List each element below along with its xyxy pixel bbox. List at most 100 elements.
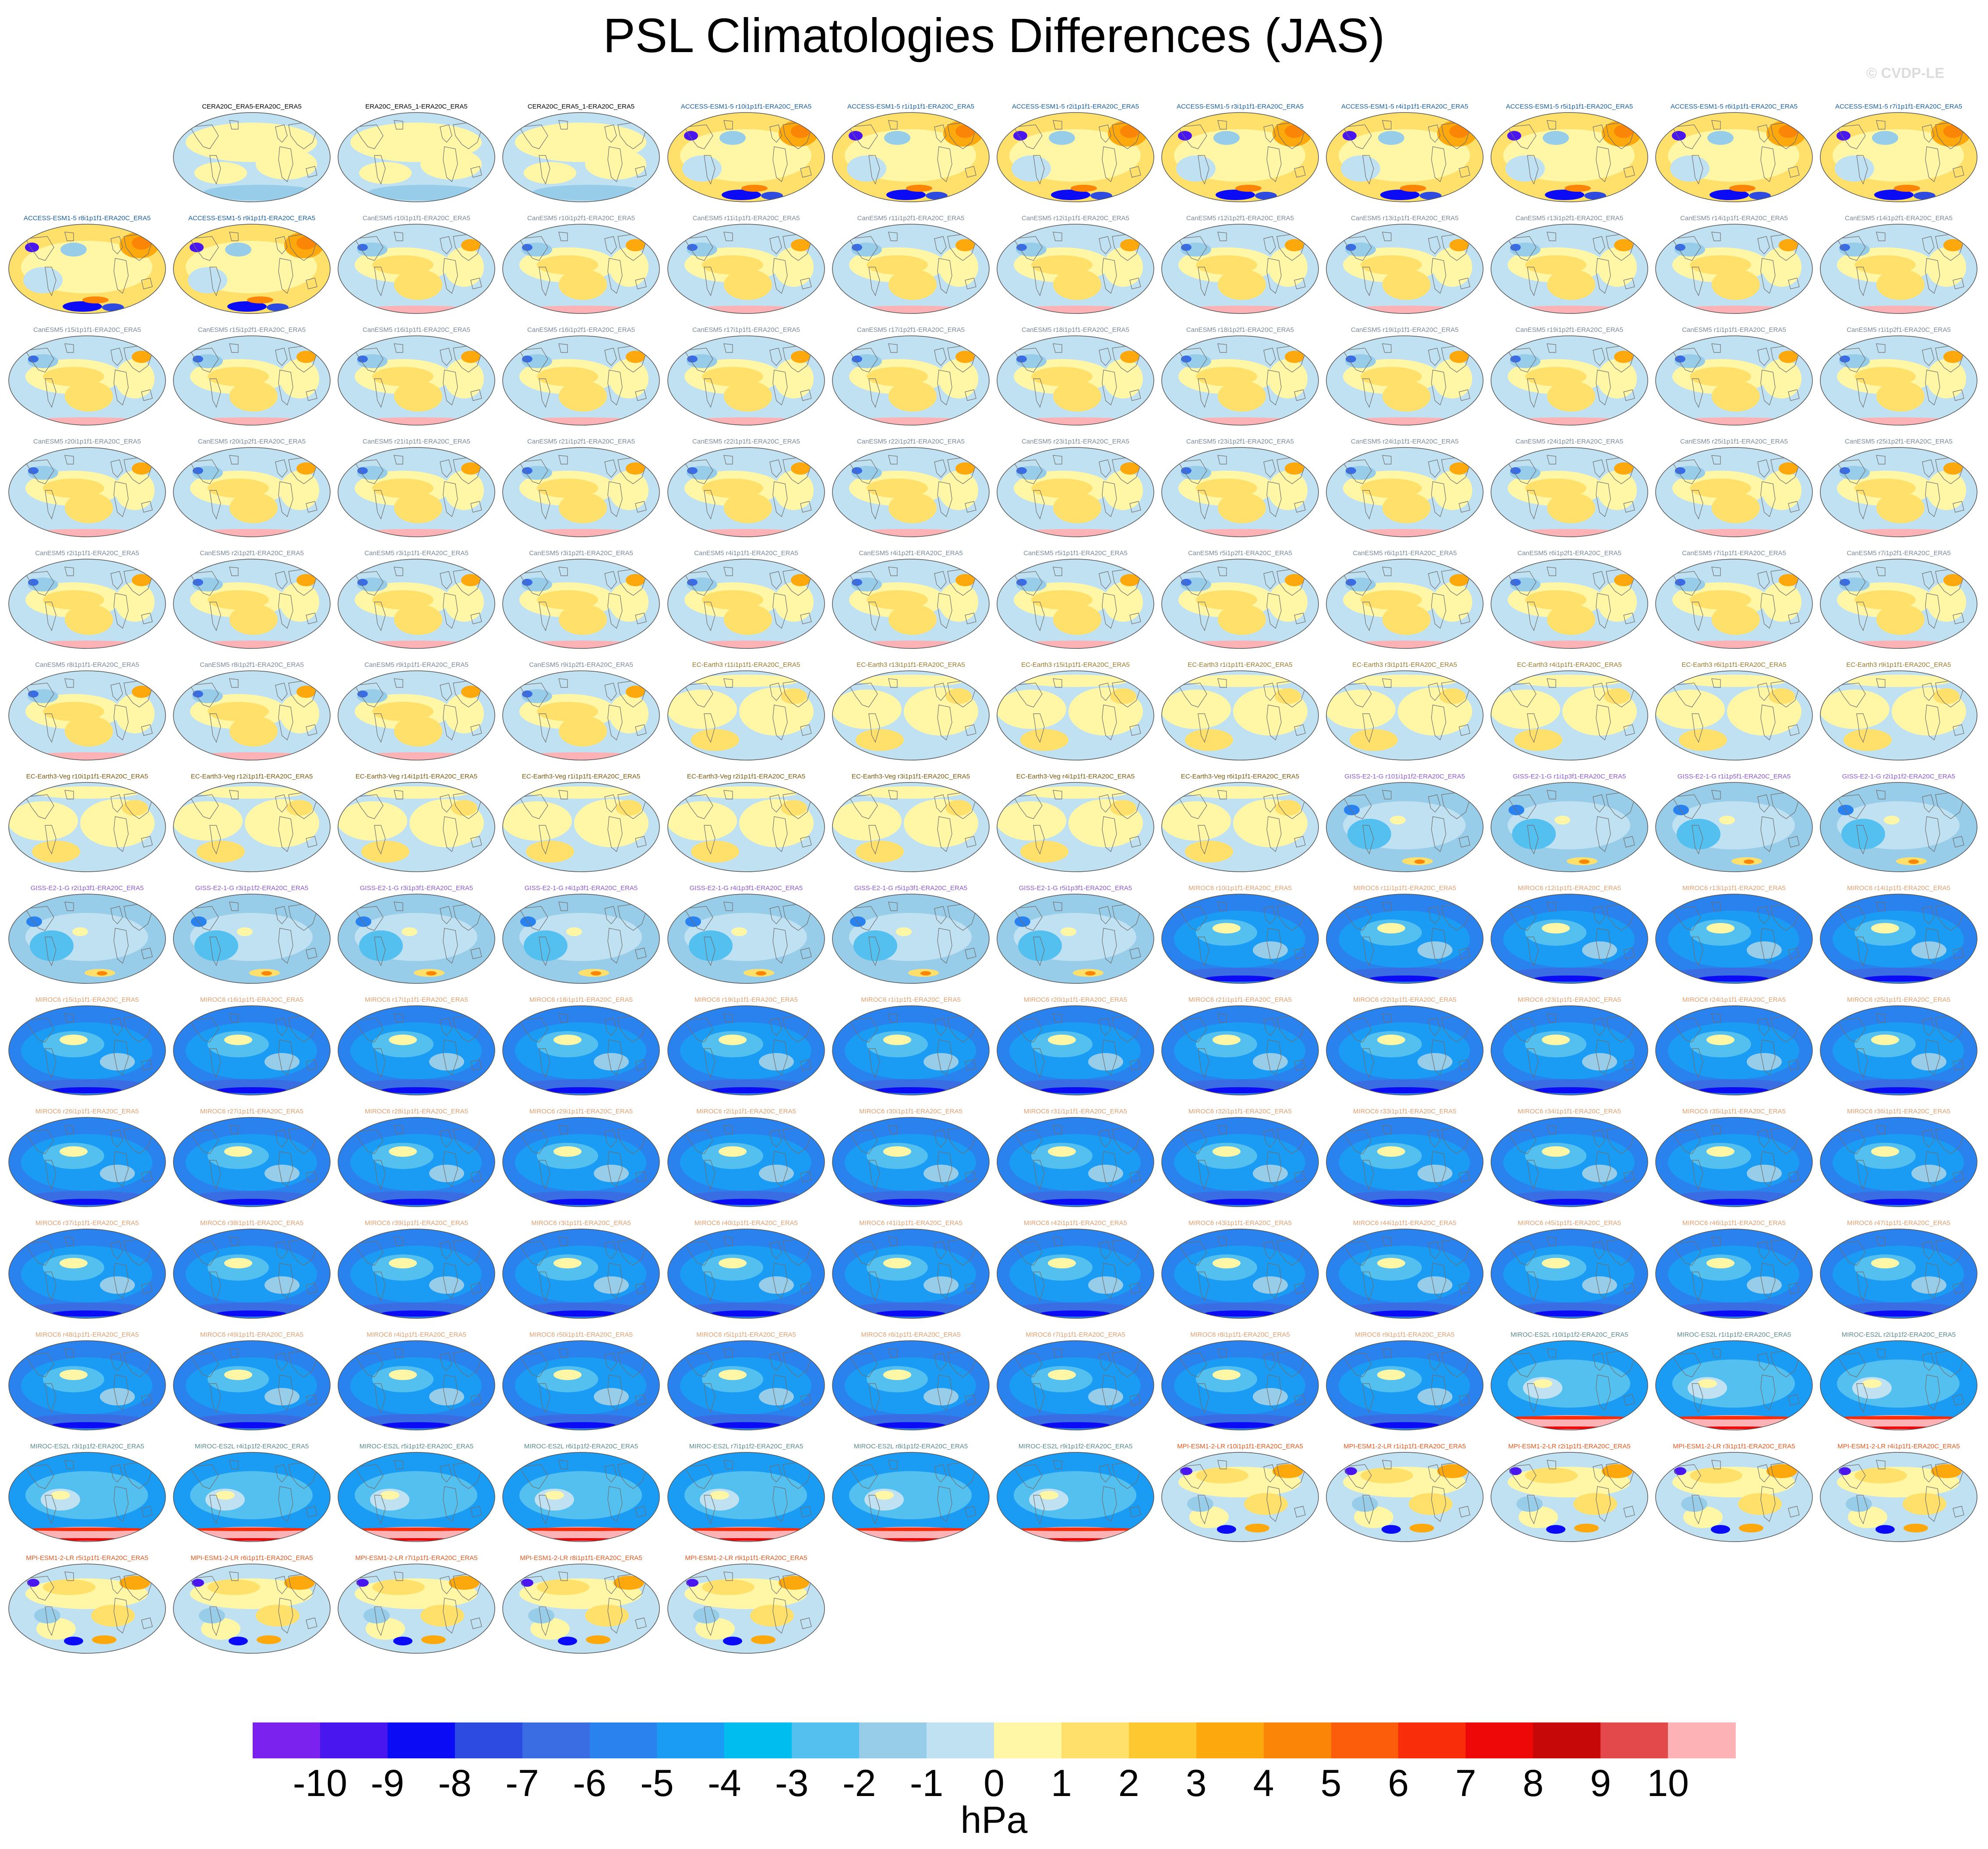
contour-region bbox=[886, 190, 926, 200]
contour-region bbox=[724, 269, 772, 300]
map-border bbox=[1491, 1229, 1648, 1319]
contour-region bbox=[1417, 1388, 1452, 1405]
panel-title: MIROC6 r25i1p1f1-ERA20C_ERA5 bbox=[1847, 996, 1950, 1004]
coastline bbox=[635, 389, 647, 401]
coastline bbox=[1596, 593, 1611, 629]
coastline bbox=[470, 836, 482, 848]
contour-region bbox=[1516, 675, 1621, 687]
contour-region bbox=[1712, 493, 1760, 523]
contour-region bbox=[1088, 1053, 1123, 1071]
contour-region bbox=[684, 417, 807, 425]
coastline bbox=[539, 490, 550, 520]
coastline bbox=[723, 678, 733, 688]
contour-region bbox=[774, 247, 814, 287]
contour-region bbox=[1053, 269, 1101, 300]
globe-map bbox=[502, 1340, 660, 1430]
coastline bbox=[1856, 602, 1868, 631]
contour-region bbox=[1508, 1426, 1630, 1429]
contour-region bbox=[359, 162, 412, 184]
contour-region bbox=[849, 417, 972, 425]
coastline bbox=[440, 906, 452, 924]
map-border bbox=[8, 1340, 166, 1430]
globe-map bbox=[1326, 670, 1484, 761]
contour-region bbox=[1547, 493, 1595, 523]
coastline bbox=[1836, 236, 1866, 261]
contour-region bbox=[1326, 690, 1396, 729]
coastline bbox=[110, 1241, 123, 1259]
globe-map bbox=[1161, 1452, 1319, 1542]
coastline bbox=[1263, 348, 1276, 366]
coastline bbox=[113, 928, 129, 964]
coastline bbox=[1760, 1374, 1776, 1411]
coastline bbox=[189, 124, 219, 149]
panel-title: MIROC6 r34i1p1f1-ERA20C_ERA5 bbox=[1518, 1108, 1621, 1115]
coastline bbox=[1623, 278, 1635, 289]
contour-region bbox=[296, 574, 316, 586]
coastline bbox=[354, 348, 384, 373]
map-border bbox=[832, 782, 990, 872]
coastline bbox=[800, 278, 812, 289]
coastline bbox=[113, 370, 129, 406]
contour-region bbox=[1820, 690, 1889, 729]
coastline bbox=[769, 459, 782, 478]
coastline bbox=[141, 1171, 153, 1183]
map-border bbox=[8, 894, 166, 984]
map-border bbox=[1161, 335, 1319, 426]
panel-title: ACCESS-ESM1-5 r3i1p1f1-ERA20C_ERA5 bbox=[1176, 103, 1304, 110]
coastline bbox=[1102, 1151, 1117, 1187]
coastline bbox=[772, 1263, 788, 1299]
panel-title: MIROC6 r31i1p1f1-ERA20C_ERA5 bbox=[1024, 1108, 1127, 1115]
coastline bbox=[1177, 683, 1207, 708]
contour-region bbox=[227, 301, 267, 312]
coastline bbox=[558, 678, 568, 688]
contour-region bbox=[261, 971, 272, 976]
coastline bbox=[1033, 1495, 1045, 1525]
panel-title: CanESM5 r14i1p2f1-ERA20C_ERA5 bbox=[1845, 215, 1953, 222]
coastline bbox=[1623, 836, 1635, 848]
contour-region bbox=[1213, 1146, 1241, 1157]
coastline bbox=[868, 267, 880, 296]
coastline bbox=[275, 1352, 288, 1371]
coastline bbox=[394, 1236, 403, 1246]
globe-map bbox=[832, 782, 990, 872]
contour-region bbox=[224, 1146, 252, 1157]
coastline bbox=[1692, 937, 1703, 966]
coastline bbox=[1856, 825, 1868, 855]
coastline bbox=[704, 1606, 716, 1636]
panel-title: CanESM5 r22i1p1f1-ERA20C_ERA5 bbox=[692, 438, 800, 445]
coastline bbox=[1099, 571, 1111, 589]
contour-region bbox=[791, 239, 810, 251]
coastline bbox=[1925, 370, 1940, 406]
coastline bbox=[1099, 906, 1111, 924]
map-border bbox=[8, 782, 166, 872]
coastline bbox=[1953, 1059, 1964, 1071]
contour-region bbox=[1380, 190, 1420, 200]
coastline bbox=[848, 1464, 878, 1489]
coastline bbox=[440, 794, 452, 813]
coastline bbox=[394, 902, 403, 911]
coastline bbox=[539, 1606, 550, 1636]
coastline bbox=[1596, 1374, 1611, 1411]
coastline bbox=[1836, 348, 1866, 373]
contour-region bbox=[849, 641, 972, 648]
panel-title: GISS-E2-1-G r101i1p1f2-ERA20C_ERA5 bbox=[1344, 773, 1465, 780]
contour-region bbox=[361, 841, 409, 863]
coastline bbox=[723, 232, 733, 241]
coastline bbox=[1129, 1171, 1141, 1183]
coastline bbox=[684, 236, 713, 261]
contour-region bbox=[553, 1258, 582, 1268]
coastline bbox=[275, 571, 288, 589]
coastline bbox=[1593, 348, 1605, 366]
coastline bbox=[25, 459, 54, 484]
coastline bbox=[558, 343, 568, 353]
panel-title: CanESM5 r13i1p1f1-ERA20C_ERA5 bbox=[1351, 215, 1459, 222]
panel-title: ACCESS-ESM1-5 r10i1p1f1-ERA20C_ERA5 bbox=[680, 103, 812, 110]
contour-region bbox=[1710, 190, 1749, 200]
contour-region bbox=[1120, 125, 1139, 138]
panel-title: CanESM5 r16i1p1f1-ERA20C_ERA5 bbox=[363, 326, 470, 334]
contour-region bbox=[693, 1608, 719, 1624]
coastline bbox=[1013, 794, 1043, 819]
coastline bbox=[1382, 120, 1392, 130]
coastline bbox=[1431, 1039, 1446, 1076]
map-border bbox=[338, 1340, 495, 1430]
